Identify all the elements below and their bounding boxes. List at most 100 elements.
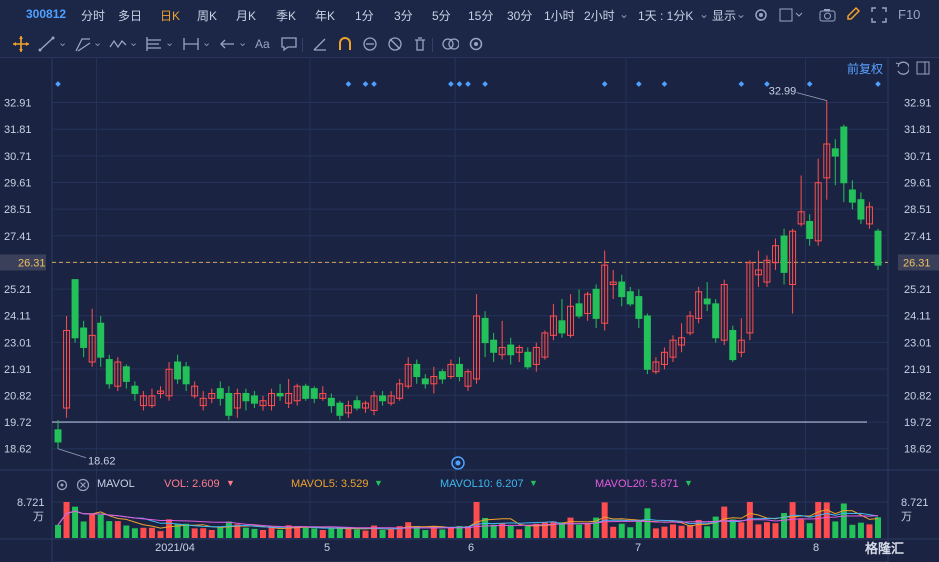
f10-button[interactable]: F10 bbox=[898, 7, 921, 22]
arrow-tool-chevron-icon[interactable]: ⌄ bbox=[238, 37, 248, 49]
candle-body bbox=[797, 211, 805, 225]
candle-body bbox=[524, 351, 532, 368]
gear-icon[interactable] bbox=[753, 7, 769, 23]
volume-bar bbox=[729, 519, 736, 538]
volume-bar bbox=[832, 521, 839, 538]
volume-bar bbox=[499, 523, 506, 538]
volume-settings-gear-icon[interactable] bbox=[55, 478, 69, 492]
period-tab-yearly[interactable]: 年K bbox=[315, 9, 336, 23]
low-price-label: 18.62 bbox=[88, 456, 116, 468]
display-menu[interactable]: 显示 bbox=[712, 9, 737, 23]
volume-bar bbox=[763, 522, 770, 538]
event-marker bbox=[806, 81, 813, 87]
candle-body bbox=[549, 315, 557, 336]
candle-body bbox=[729, 330, 737, 361]
period-tab-3min[interactable]: 3分 bbox=[394, 9, 413, 23]
current-price-label-right: 26.31 bbox=[903, 257, 931, 269]
period-tab-1hour[interactable]: 1小时 bbox=[544, 9, 575, 23]
wave-tool-icon[interactable] bbox=[109, 35, 127, 53]
camera-icon[interactable] bbox=[819, 7, 837, 23]
period-tab-1min[interactable]: 1分 bbox=[355, 9, 374, 23]
undo-icon[interactable] bbox=[895, 61, 909, 75]
crosshair-move-icon[interactable] bbox=[12, 35, 30, 53]
candle-body bbox=[831, 148, 839, 157]
link-sync-icon[interactable] bbox=[361, 35, 379, 53]
volume-bar bbox=[533, 523, 540, 538]
multi-chevron-down-icon[interactable]: ⌄ bbox=[699, 7, 710, 21]
volume-bar bbox=[328, 528, 335, 538]
checkbox-layout-icon[interactable] bbox=[779, 8, 803, 22]
candle-body bbox=[464, 371, 472, 387]
candle-body bbox=[336, 402, 344, 416]
period-tab-2hour[interactable]: 2小时 bbox=[584, 9, 615, 23]
candle-body bbox=[413, 363, 421, 378]
candle-body bbox=[208, 392, 216, 399]
period-tab-5min[interactable]: 5分 bbox=[432, 9, 451, 23]
pencil-icon[interactable] bbox=[845, 6, 861, 22]
adjust-mode-button[interactable]: 前复权 bbox=[847, 62, 884, 76]
mavol20-line bbox=[57, 510, 879, 529]
line-tool-icon[interactable] bbox=[38, 35, 56, 53]
text-tool-button[interactable]: Aa bbox=[255, 37, 270, 51]
fullscreen-icon[interactable] bbox=[871, 7, 887, 23]
period-tab-15min[interactable]: 15分 bbox=[468, 9, 494, 23]
measure-tool-chevron-icon[interactable]: ⌄ bbox=[202, 37, 212, 49]
volume-bar bbox=[362, 530, 369, 538]
channel-tool-icon[interactable] bbox=[74, 35, 92, 53]
period-tab-monthly[interactable]: 月K bbox=[236, 9, 257, 23]
volume-bar bbox=[200, 528, 207, 538]
period-chevron-down-icon[interactable]: ⌄ bbox=[619, 7, 630, 21]
drawing-toolbar: ⌄ ⌄ ⌄ ⌄ ⌄ ⌄ Aa bbox=[0, 30, 939, 58]
volume-bar bbox=[345, 528, 352, 538]
display-chevron-down-icon[interactable]: ⌄ bbox=[736, 7, 747, 21]
candle-body bbox=[848, 189, 856, 203]
candle-body bbox=[643, 315, 651, 370]
volume-bar bbox=[558, 522, 565, 538]
volume-close-icon[interactable] bbox=[76, 478, 90, 492]
comment-tool-icon[interactable] bbox=[280, 35, 298, 53]
collapse-panel-icon[interactable] bbox=[916, 61, 930, 75]
volume-bar bbox=[738, 522, 745, 538]
volume-bar bbox=[490, 524, 497, 538]
wave-tool-chevron-icon[interactable]: ⌄ bbox=[129, 37, 139, 49]
multi-period-select[interactable]: 1天 : 1分K bbox=[638, 9, 694, 23]
x-date-label: 8 bbox=[813, 542, 819, 554]
volume-bar bbox=[704, 526, 711, 538]
angle-ruler-icon[interactable] bbox=[311, 35, 329, 53]
period-tab-daily[interactable]: 日K bbox=[160, 9, 181, 23]
volume-bar bbox=[815, 502, 822, 538]
period-tab-weekly[interactable]: 周K bbox=[197, 9, 218, 23]
hide-drawings-icon[interactable] bbox=[386, 35, 404, 53]
candle-body bbox=[823, 143, 831, 179]
crosshair-target-icon bbox=[451, 456, 465, 470]
candle-body bbox=[139, 395, 147, 407]
volume-bar bbox=[857, 522, 864, 538]
kline-chart[interactable]: 32.91 32.91 31.81 31.81 30.71 30.71 29.61 29.61… bbox=[0, 57, 939, 562]
price-tick-right: 20.82 bbox=[904, 390, 932, 402]
settings-gear-icon[interactable] bbox=[467, 35, 485, 53]
trash-icon[interactable] bbox=[411, 35, 429, 53]
volume-indicator-name[interactable]: MAVOL bbox=[97, 478, 135, 490]
candle-body bbox=[396, 383, 404, 399]
volume-bar bbox=[644, 508, 651, 538]
price-tick-right: 32.91 bbox=[904, 98, 932, 110]
watermark-logo: 格隆汇 bbox=[865, 541, 905, 556]
volume-bar bbox=[405, 522, 412, 538]
period-tab-30min[interactable]: 30分 bbox=[507, 9, 533, 23]
magnet-icon[interactable] bbox=[336, 35, 354, 53]
arrow-tool-icon[interactable] bbox=[218, 35, 236, 53]
candle-body bbox=[216, 388, 224, 399]
fibonacci-tool-chevron-icon[interactable]: ⌄ bbox=[165, 37, 175, 49]
line-tool-chevron-icon[interactable]: ⌄ bbox=[58, 37, 68, 49]
channel-tool-chevron-icon[interactable]: ⌄ bbox=[93, 37, 103, 49]
measure-tool-icon[interactable] bbox=[182, 35, 200, 53]
candle-body bbox=[225, 392, 233, 416]
fibonacci-tool-icon[interactable] bbox=[145, 35, 163, 53]
period-tab-multiday[interactable]: 多日 bbox=[118, 9, 143, 23]
period-tab-quarterly[interactable]: 季K bbox=[276, 9, 297, 23]
crosshair-target-dot bbox=[455, 460, 461, 466]
toggle-visibility-icon[interactable] bbox=[441, 35, 459, 53]
volume-bar bbox=[114, 521, 121, 538]
stock-code[interactable]: 300812 bbox=[26, 7, 67, 21]
period-tab-intraday[interactable]: 分时 bbox=[81, 9, 106, 23]
